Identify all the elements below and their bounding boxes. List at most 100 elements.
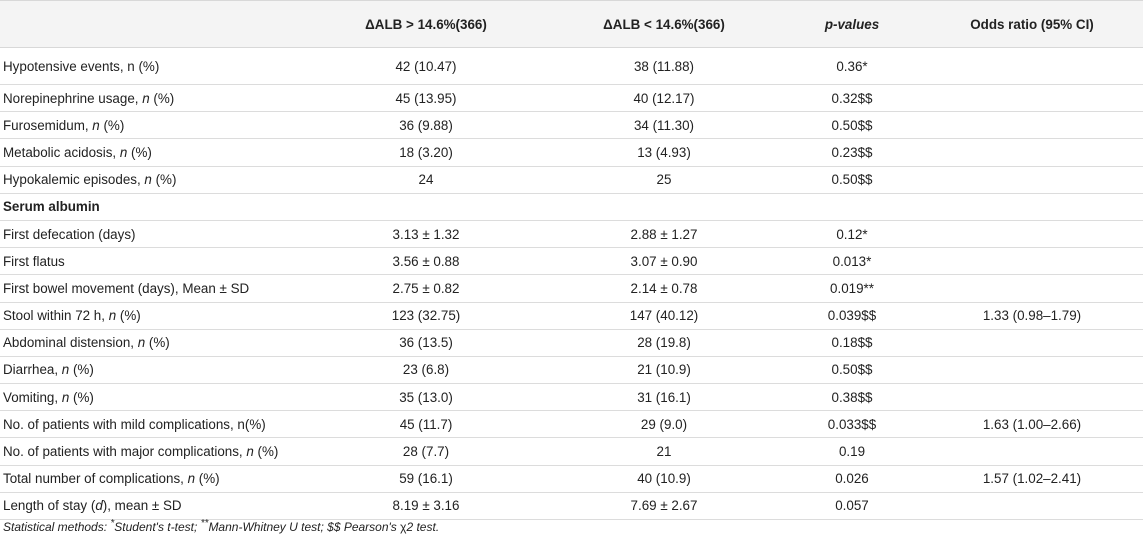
row-label: First flatus xyxy=(0,247,307,276)
row-label: Length of stay (d), mean ± SD xyxy=(0,492,307,521)
table-row: No. of patients with mild complications,… xyxy=(0,410,1143,439)
table-row: First defecation (days) 3.13 ± 1.32 2.88 ±… xyxy=(0,220,1143,249)
value-alb-high: 123 (32.75) xyxy=(307,302,545,330)
value-alb-low: 147 (40.12) xyxy=(545,302,783,330)
table-row: Furosemidum, n (%) 36 (9.88) 34 (11.30) 0.5… xyxy=(0,111,1143,140)
value-p: 0.039$$ xyxy=(783,302,921,330)
value-odds-ratio xyxy=(921,84,1143,113)
row-label: Metabolic acidosis, n (%) xyxy=(0,138,307,167)
value-alb-high: 45 (11.7) xyxy=(307,410,545,439)
row-label: No. of patients with major complications… xyxy=(0,437,307,466)
row-label: Vomiting, n (%) xyxy=(0,383,307,412)
value-p: 0.057 xyxy=(783,492,921,521)
value-alb-high: 42 (10.47) xyxy=(307,47,545,85)
empty-cell xyxy=(545,193,783,221)
value-alb-high: 24 xyxy=(307,166,545,194)
value-odds-ratio: 1.57 (1.02–2.41) xyxy=(921,465,1143,493)
value-p: 0.033$$ xyxy=(783,410,921,439)
row-label: Abdominal distension, n (%) xyxy=(0,329,307,357)
value-odds-ratio xyxy=(921,138,1143,167)
value-odds-ratio xyxy=(921,492,1143,521)
value-alb-low: 40 (12.17) xyxy=(545,84,783,113)
table-body: Hypotensive events, n (%) 42 (10.47) 38 (1… xyxy=(0,47,1143,521)
value-alb-low: 28 (19.8) xyxy=(545,329,783,357)
value-odds-ratio: 1.33 (0.98–1.79) xyxy=(921,302,1143,330)
table-row: Total number of complications, n (%) 59 (… xyxy=(0,465,1143,493)
value-p: 0.12* xyxy=(783,220,921,249)
table-row: Norepinephrine usage, n (%) 45 (13.95) 40 … xyxy=(0,84,1143,113)
value-alb-low: 3.07 ± 0.90 xyxy=(545,247,783,276)
value-alb-low: 25 xyxy=(545,166,783,194)
value-alb-high: 8.19 ± 3.16 xyxy=(307,492,545,521)
row-label: Diarrhea, n (%) xyxy=(0,356,307,385)
value-odds-ratio xyxy=(921,47,1143,85)
row-label: Stool within 72 h, n (%) xyxy=(0,302,307,330)
value-alb-low: 21 xyxy=(545,437,783,466)
value-alb-low: 31 (16.1) xyxy=(545,383,783,412)
value-alb-high: 28 (7.7) xyxy=(307,437,545,466)
value-alb-low: 40 (10.9) xyxy=(545,465,783,493)
header-alb-high: ΔALB > 14.6%(366) xyxy=(307,0,545,48)
value-alb-high: 35 (13.0) xyxy=(307,383,545,412)
table-row: Abdominal distension, n (%) 36 (13.5) 28 (… xyxy=(0,329,1143,357)
empty-cell xyxy=(307,193,545,221)
value-odds-ratio xyxy=(921,166,1143,194)
value-odds-ratio xyxy=(921,111,1143,140)
row-label: Hypokalemic episodes, n (%) xyxy=(0,166,307,194)
table-row: Stool within 72 h, n (%) 123 (32.75) 147 (… xyxy=(0,302,1143,330)
value-p: 0.32$$ xyxy=(783,84,921,113)
value-alb-high: 18 (3.20) xyxy=(307,138,545,167)
value-p: 0.019** xyxy=(783,274,921,303)
value-alb-low: 29 (9.0) xyxy=(545,410,783,439)
value-alb-high: 36 (9.88) xyxy=(307,111,545,140)
header-row: ΔALB > 14.6%(366) ΔALB < 14.6%(366) p-va… xyxy=(0,0,1143,48)
row-label: Furosemidum, n (%) xyxy=(0,111,307,140)
value-alb-high: 45 (13.95) xyxy=(307,84,545,113)
header-odds-ratio: Odds ratio (95% CI) xyxy=(921,0,1143,48)
value-odds-ratio xyxy=(921,329,1143,357)
table-row: Length of stay (d), mean ± SD 8.19 ± 3.16… xyxy=(0,492,1143,521)
section-row: Serum albumin xyxy=(0,193,1143,221)
results-table: ΔALB > 14.6%(366) ΔALB < 14.6%(366) p-va… xyxy=(0,0,1143,521)
value-alb-high: 2.75 ± 0.82 xyxy=(307,274,545,303)
value-p: 0.026 xyxy=(783,465,921,493)
row-label: Total number of complications, n (%) xyxy=(0,465,307,493)
footnote: Statistical methods: *Student's t-test; … xyxy=(3,518,440,534)
row-label: Norepinephrine usage, n (%) xyxy=(0,84,307,113)
value-alb-high: 23 (6.8) xyxy=(307,356,545,385)
table-row: Hypotensive events, n (%) 42 (10.47) 38 (1… xyxy=(0,47,1143,85)
empty-cell xyxy=(921,193,1143,221)
table-row: First flatus 3.56 ± 0.88 3.07 ± 0.90 0.013* xyxy=(0,247,1143,276)
value-alb-high: 59 (16.1) xyxy=(307,465,545,493)
value-alb-high: 3.13 ± 1.32 xyxy=(307,220,545,249)
row-label: First bowel movement (days), Mean ± SD xyxy=(0,274,307,303)
value-alb-low: 2.88 ± 1.27 xyxy=(545,220,783,249)
value-p: 0.50$$ xyxy=(783,166,921,194)
value-p: 0.38$$ xyxy=(783,383,921,412)
value-alb-high: 36 (13.5) xyxy=(307,329,545,357)
value-alb-high: 3.56 ± 0.88 xyxy=(307,247,545,276)
table-row: Diarrhea, n (%) 23 (6.8) 21 (10.9) 0.50$$ xyxy=(0,356,1143,385)
value-odds-ratio xyxy=(921,356,1143,385)
value-odds-ratio xyxy=(921,274,1143,303)
value-p: 0.18$$ xyxy=(783,329,921,357)
table-row: No. of patients with major complications… xyxy=(0,437,1143,466)
value-alb-low: 34 (11.30) xyxy=(545,111,783,140)
value-alb-low: 2.14 ± 0.78 xyxy=(545,274,783,303)
table-row: Hypokalemic episodes, n (%) 24 25 0.50$$ xyxy=(0,166,1143,194)
header-blank xyxy=(0,0,307,48)
empty-cell xyxy=(783,193,921,221)
value-odds-ratio: 1.63 (1.00–2.66) xyxy=(921,410,1143,439)
value-odds-ratio xyxy=(921,383,1143,412)
table-row: Metabolic acidosis, n (%) 18 (3.20) 13 (4.… xyxy=(0,138,1143,167)
value-odds-ratio xyxy=(921,220,1143,249)
section-label: Serum albumin xyxy=(0,193,307,221)
value-alb-low: 21 (10.9) xyxy=(545,356,783,385)
value-p: 0.013* xyxy=(783,247,921,276)
row-label: First defecation (days) xyxy=(0,220,307,249)
row-label: No. of patients with mild complications,… xyxy=(0,410,307,439)
value-alb-low: 38 (11.88) xyxy=(545,47,783,85)
value-p: 0.23$$ xyxy=(783,138,921,167)
value-alb-low: 13 (4.93) xyxy=(545,138,783,167)
